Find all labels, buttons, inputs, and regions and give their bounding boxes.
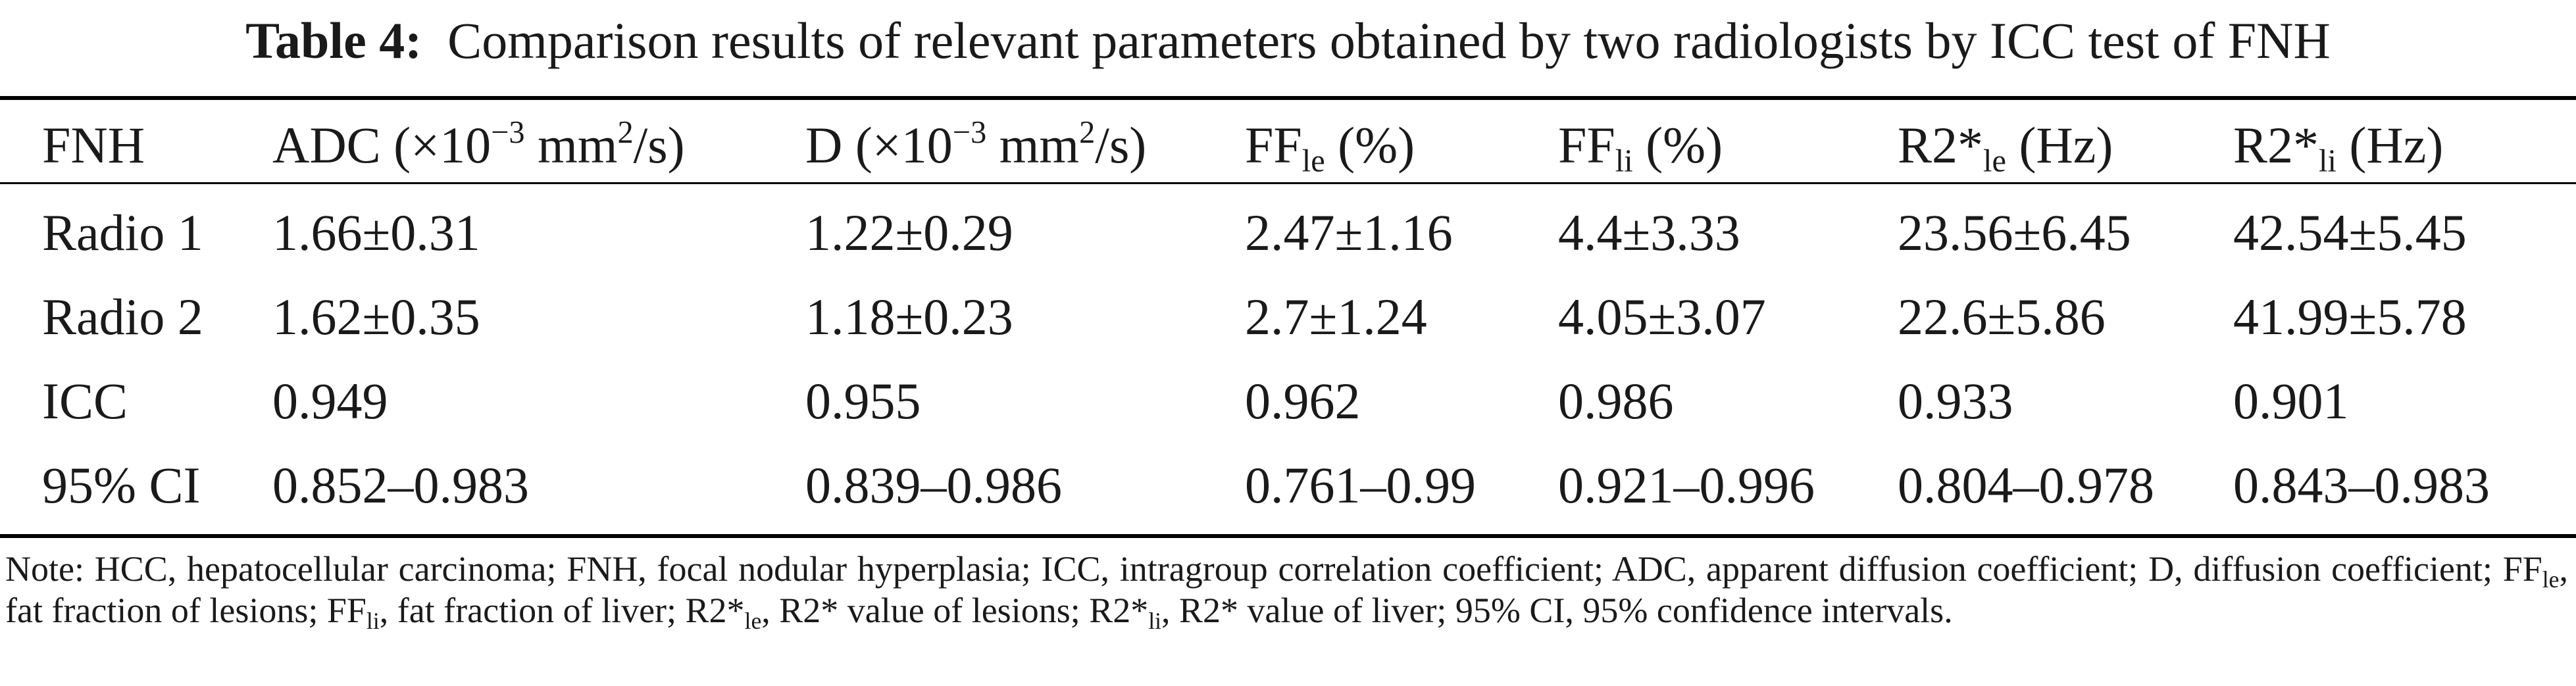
top-rule: [0, 96, 2576, 100]
header-adc: ADC (×10−3 mm2/s): [272, 115, 685, 174]
caption-label: Table 4:: [245, 12, 422, 69]
table-cell: 0.843–0.983: [2233, 456, 2490, 514]
table-cell: 0.962: [1245, 372, 1361, 429]
bottom-rule: [0, 534, 2576, 538]
caption-text: Comparison results of relevant parameter…: [447, 12, 2331, 69]
results-table: FNH ADC (×10−3 mm2/s) D (×10−3 mm2/s) FF…: [0, 107, 2576, 527]
header-ff-le: FFle (%): [1245, 116, 1415, 179]
table-cell: 0.986: [1558, 372, 1674, 429]
table-cell: 1.66±0.31: [272, 204, 480, 261]
table-note: Note: HCC, hepatocellular carcinoma; FNH…: [5, 549, 2568, 634]
header-r2-le: R2*le (Hz): [1898, 116, 2113, 179]
header-d: D (×10−3 mm2/s): [805, 115, 1147, 174]
table-row: ICC 0.949 0.955 0.962 0.986 0.933 0.901: [0, 359, 2576, 443]
header-fnh: FNH: [42, 116, 145, 174]
row-label: ICC: [42, 372, 128, 429]
row-label: Radio 1: [42, 204, 203, 261]
header-ff-li: FFli (%): [1558, 116, 1723, 179]
table-cell: 41.99±5.78: [2233, 288, 2467, 345]
table-cell: 0.955: [805, 372, 921, 429]
table-cell: 22.6±5.86: [1898, 288, 2106, 345]
header-rule: [0, 182, 2576, 184]
table-row: Radio 1 1.66±0.31 1.22±0.29 2.47±1.16 4.…: [0, 184, 2576, 275]
table-cell: 0.949: [272, 372, 388, 429]
table-cell: 0.901: [2233, 372, 2349, 429]
table-cell: 2.7±1.24: [1245, 288, 1427, 345]
table-cell: 2.47±1.16: [1245, 204, 1453, 261]
row-label: 95% CI: [42, 456, 201, 514]
table-cell: 23.56±6.45: [1898, 204, 2131, 261]
table-cell: 0.852–0.983: [272, 456, 529, 514]
table-cell: 0.839–0.986: [805, 456, 1062, 514]
table-caption: Table 4: Comparison results of relevant …: [0, 9, 2576, 72]
table-cell: 0.933: [1898, 372, 2013, 429]
table-cell: 0.921–0.996: [1558, 456, 1815, 514]
table-row: Radio 2 1.62±0.35 1.18±0.23 2.7±1.24 4.0…: [0, 275, 2576, 359]
table-cell: 1.18±0.23: [805, 288, 1013, 345]
row-label: Radio 2: [42, 288, 203, 345]
table-cell: 4.4±3.33: [1558, 204, 1740, 261]
table-cell: 1.62±0.35: [272, 288, 480, 345]
table-cell: 1.22±0.29: [805, 204, 1013, 261]
table-cell: 0.761–0.99: [1245, 456, 1476, 514]
table-cell: 0.804–0.978: [1898, 456, 2154, 514]
header-row: FNH ADC (×10−3 mm2/s) D (×10−3 mm2/s) FF…: [0, 107, 2576, 184]
table-row: 95% CI 0.852–0.983 0.839–0.986 0.761–0.9…: [0, 443, 2576, 527]
table-cell: 42.54±5.45: [2233, 204, 2467, 261]
table-cell: 4.05±3.07: [1558, 288, 1766, 345]
header-r2-li: R2*li (Hz): [2233, 116, 2444, 179]
